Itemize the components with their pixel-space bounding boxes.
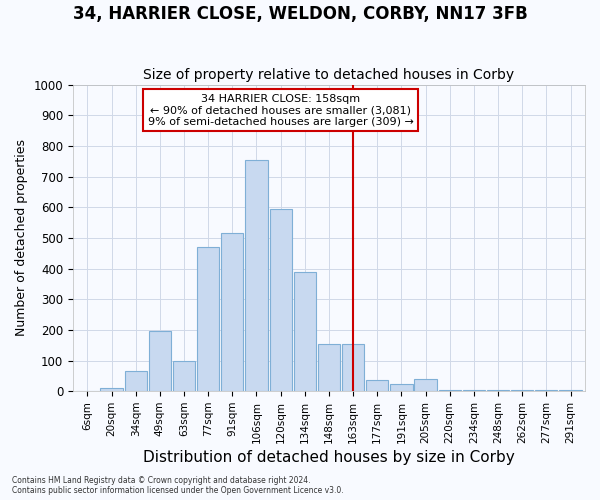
Title: Size of property relative to detached houses in Corby: Size of property relative to detached ho…: [143, 68, 515, 82]
Bar: [173, 360, 195, 391]
X-axis label: Distribution of detached houses by size in Corby: Distribution of detached houses by size …: [143, 450, 515, 465]
Text: 34 HARRIER CLOSE: 158sqm
← 90% of detached houses are smaller (3,081)
9% of semi: 34 HARRIER CLOSE: 158sqm ← 90% of detach…: [148, 94, 413, 127]
Bar: [439, 390, 461, 391]
Bar: [293, 272, 316, 391]
Text: Contains HM Land Registry data © Crown copyright and database right 2024.
Contai: Contains HM Land Registry data © Crown c…: [12, 476, 344, 495]
Bar: [197, 247, 219, 391]
Bar: [125, 372, 147, 391]
Y-axis label: Number of detached properties: Number of detached properties: [15, 140, 28, 336]
Bar: [318, 344, 340, 391]
Bar: [269, 208, 292, 391]
Text: 34, HARRIER CLOSE, WELDON, CORBY, NN17 3FB: 34, HARRIER CLOSE, WELDON, CORBY, NN17 3…: [73, 5, 527, 23]
Bar: [366, 380, 388, 391]
Bar: [415, 379, 437, 391]
Bar: [100, 388, 122, 391]
Bar: [463, 390, 485, 391]
Bar: [342, 344, 364, 391]
Bar: [511, 390, 533, 391]
Bar: [535, 390, 557, 391]
Bar: [487, 390, 509, 391]
Bar: [559, 390, 581, 391]
Bar: [221, 234, 244, 391]
Bar: [245, 160, 268, 391]
Bar: [149, 332, 171, 391]
Bar: [391, 384, 413, 391]
